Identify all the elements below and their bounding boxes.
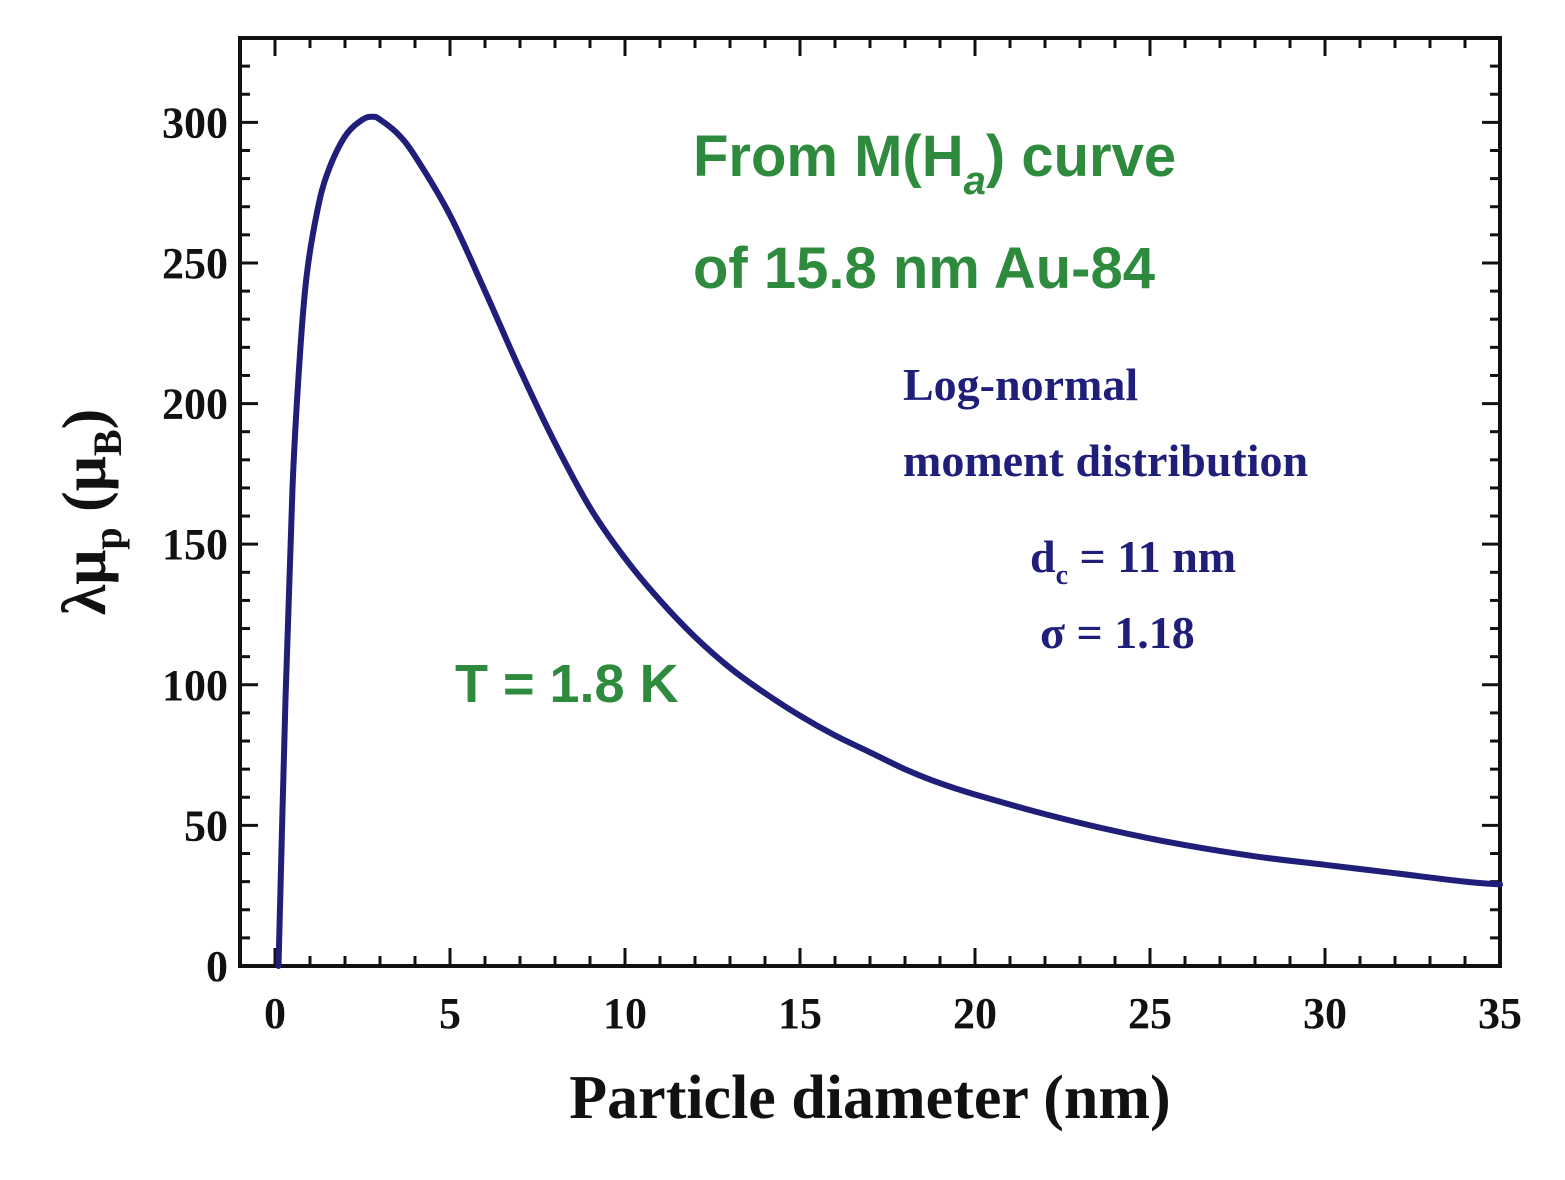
x-tick-label: 15 xyxy=(778,989,822,1038)
annotation-distribution-line2: moment distribution xyxy=(903,435,1308,486)
x-tick-labels: 0 5 10 15 20 25 30 35 xyxy=(264,989,1522,1038)
y-tick-label: 50 xyxy=(184,801,228,850)
y-tick-label: 200 xyxy=(162,380,228,429)
y-tick-label: 250 xyxy=(162,239,228,288)
y-tick-label: 150 xyxy=(162,520,228,569)
moment-distribution-curve xyxy=(275,113,1503,969)
x-tick-label: 20 xyxy=(953,989,997,1038)
annotation-title-line2: of 15.8 nm Au-84 xyxy=(693,236,1155,301)
y-tick-label: 300 xyxy=(162,98,228,147)
x-tick-label: 5 xyxy=(439,989,461,1038)
x-tick-label: 0 xyxy=(264,989,286,1038)
x-tick-label: 25 xyxy=(1128,989,1172,1038)
annotation-title-line1: From M(Ha) curve xyxy=(693,124,1176,203)
annotation-distribution-line1: Log-normal xyxy=(903,359,1138,410)
x-axis-title: Particle diameter (nm) xyxy=(569,1064,1170,1132)
y-axis-title: λμp (μB) xyxy=(51,409,130,616)
x-tick-label: 35 xyxy=(1478,989,1522,1038)
y-tick-label: 0 xyxy=(206,942,228,991)
y-tick-label: 100 xyxy=(162,661,228,710)
x-tick-label: 10 xyxy=(603,989,647,1038)
axis-ticks xyxy=(238,36,1502,968)
annotation-sigma: σ = 1.18 xyxy=(1040,607,1195,658)
x-tick-label: 30 xyxy=(1303,989,1347,1038)
y-tick-labels: 0 50 100 150 200 250 300 xyxy=(162,98,228,991)
annotation-temperature: T = 1.8 K xyxy=(455,654,679,714)
annotation-dc: dc = 11 nm xyxy=(1030,531,1236,591)
